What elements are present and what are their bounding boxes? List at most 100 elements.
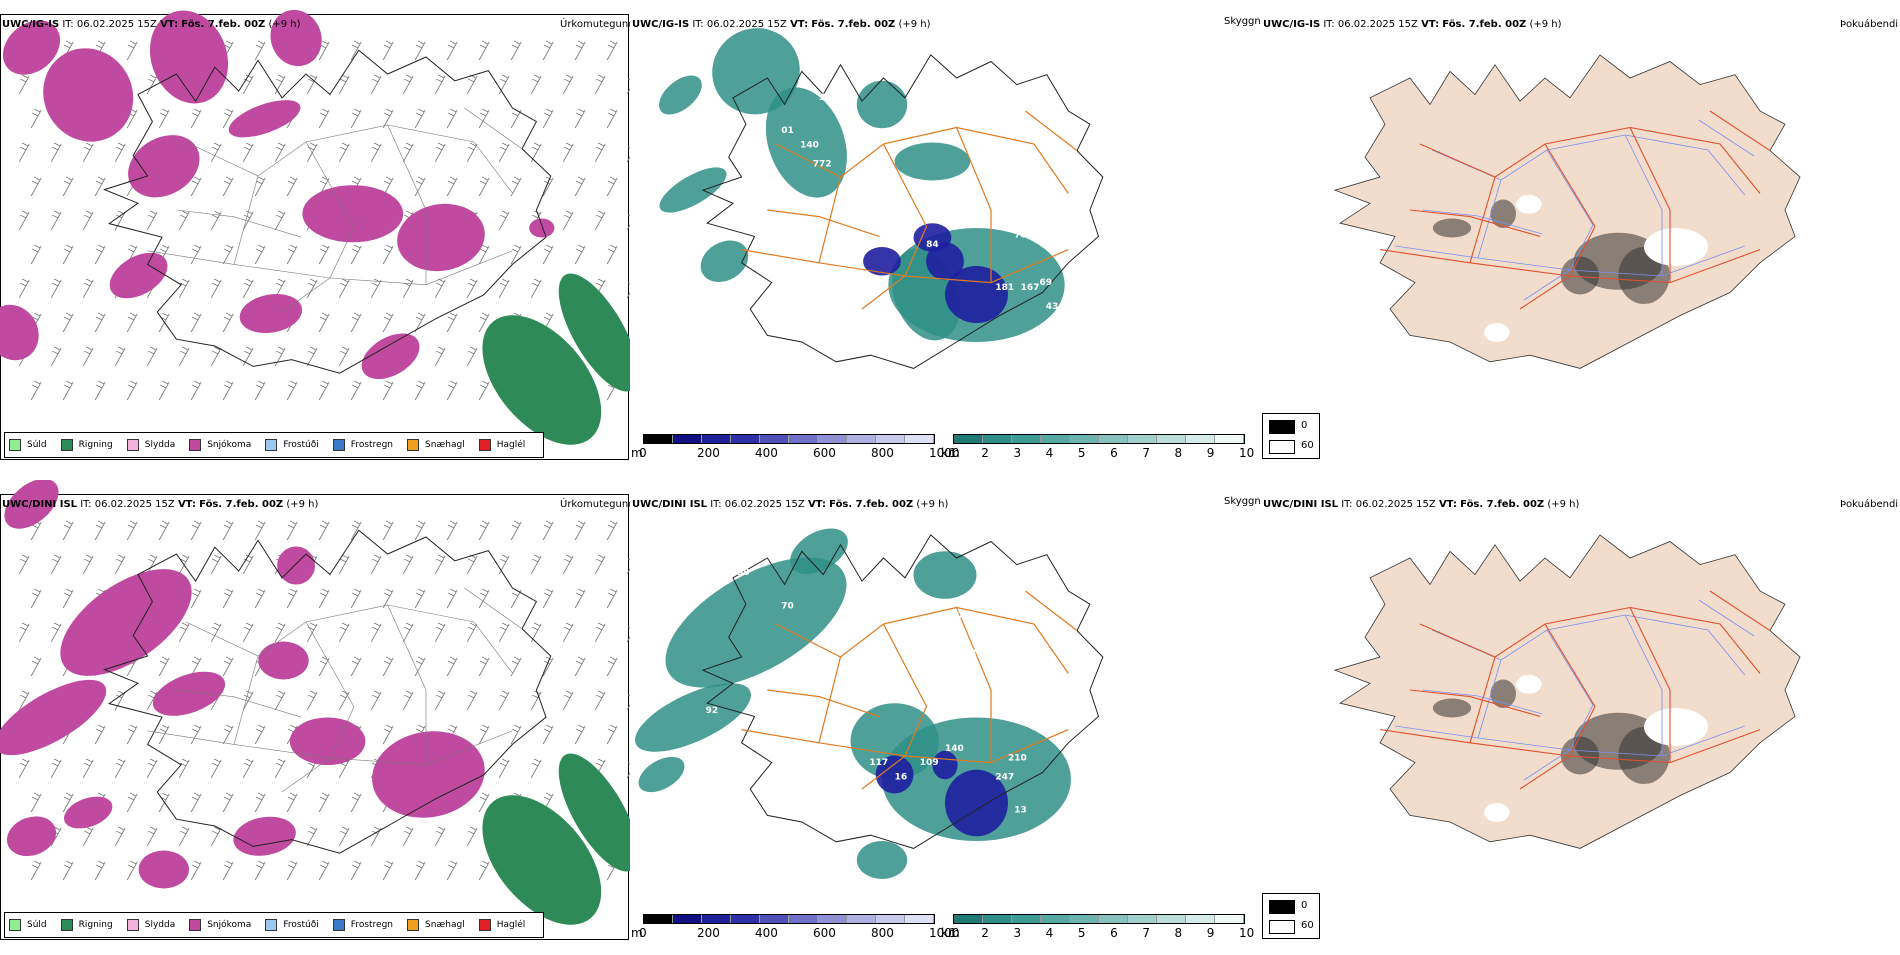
it-value: 06.02.2025 15Z: [1355, 499, 1436, 510]
panel-title: Þokuábendi: [1840, 499, 1899, 510]
colorbar-unit: km: [941, 446, 960, 460]
bottom-row: UWC/DINI ISL IT: 06.02.2025 15Z VT: Fös.…: [0, 480, 1900, 955]
value-label: 01: [781, 126, 794, 136]
colorbar-tick: 10: [1239, 926, 1255, 940]
colorbar-unit: m: [631, 446, 643, 460]
legend-item: Frostúði: [265, 919, 319, 931]
colorbar-tick: 7: [1142, 446, 1150, 460]
land-fill: [1333, 54, 1801, 369]
visibility-panel: 190 70 20 710 133 92 140 210 117 16 109 247 13 17 31 30…: [630, 480, 1260, 955]
roads: [741, 590, 1078, 790]
vt-value: Fös. 7.feb. 00Z: [1460, 499, 1545, 510]
vt-label: VT:: [1421, 19, 1440, 30]
value-label: 43: [1046, 302, 1059, 312]
colorbar-bar: [643, 434, 935, 444]
fog-panel: UWC/IG-IS IT: 06.02.2025 15Z VT: Fös. 7.…: [1260, 0, 1900, 475]
colorbar-unit: km: [941, 926, 960, 940]
roads: [1379, 590, 1771, 790]
fog-legend-white-label: 60: [1301, 920, 1314, 931]
colorbar-bar: [953, 434, 1245, 444]
it-label: IT:: [1323, 19, 1335, 30]
iceland-coastline: [701, 534, 1104, 849]
visibility-map: 306 01 140 772 64 81 84 78 181 167 69 43 61 93: [659, 28, 1104, 369]
value-label: 78: [1014, 231, 1027, 241]
panel-header: UWC/IG-IS IT: 06.02.2025 15Z VT: Fös. 7.…: [1263, 19, 1562, 30]
it-value: 06.02.2025 15Z: [1337, 19, 1418, 30]
it-value: 06.02.2025 15Z: [94, 499, 175, 510]
fog-legend-black: [1269, 420, 1295, 434]
it-label: IT:: [1341, 499, 1353, 510]
legend-label: Frostúði: [283, 440, 319, 450]
model-name: UWC/DINI ISL: [2, 499, 78, 510]
value-label: 17: [1084, 787, 1097, 797]
precip-map: [0, 9, 630, 445]
fog-areas: [1432, 674, 1708, 822]
colorbar-tick: 1: [949, 446, 957, 460]
legend-label: Súld: [27, 440, 47, 450]
colorbar-tick: 1000: [929, 926, 960, 940]
fog-legend-white: [1269, 920, 1295, 934]
colorbar-tick: 9: [1206, 926, 1215, 940]
model-name: UWC/IG-IS: [632, 19, 690, 30]
legend-swatch: [265, 919, 278, 931]
colorbar-tick: 7: [1142, 926, 1150, 940]
precip-legend: Súld Rigning Slydda Snjókoma Frostúði Frostre…: [4, 912, 545, 938]
lead-time: (+9 h): [286, 499, 319, 510]
visibility-map: 190 70 20 710 133 92 140 210 117 16 109 247 13 17 31 30…: [635, 528, 1166, 879]
value-label: 133: [958, 649, 977, 659]
it-label: IT:: [710, 499, 722, 510]
legend-label: Súld: [27, 920, 47, 930]
legend-label: Rigning: [78, 440, 113, 450]
vt-label: VT:: [160, 19, 179, 30]
colorbar-tick: 600: [813, 446, 836, 460]
legend-item: Rigning: [60, 919, 113, 931]
panel-title: Skyggni: [1224, 496, 1260, 507]
it-value: 06.02.2025 15Z: [706, 19, 787, 30]
it-label: IT:: [80, 499, 92, 510]
legend-label: Frostúði: [283, 920, 319, 930]
value-label: 103: [907, 848, 926, 858]
iceland-coastline: [102, 49, 552, 374]
fog-map: [1333, 534, 1801, 849]
legend-swatch: [60, 439, 73, 451]
legend-swatch: [9, 439, 21, 451]
value-label: 306: [1147, 739, 1166, 749]
fog-areas: [1432, 194, 1708, 342]
visibility-teal-areas: [635, 528, 1071, 879]
value-label: 13: [1014, 806, 1027, 816]
value-label: 81: [869, 240, 882, 250]
legend-label: Haglél: [496, 440, 526, 450]
legend-item: Súld: [9, 439, 47, 451]
panel-frame: [0, 14, 629, 460]
colorbar-tick: 5: [1077, 926, 1086, 940]
colorbar-bar: [953, 914, 1245, 924]
value-label: 92: [706, 706, 719, 716]
precip-type-panel: UWC/DINI ISL IT: 06.02.2025 15Z VT: Fös.…: [0, 480, 630, 955]
fog-legend: 0 60: [1262, 413, 1320, 459]
value-label: 16: [895, 772, 908, 782]
legend-item: Haglél: [478, 919, 525, 931]
panel-header: UWC/DINI ISL IT: 06.02.2025 15Z VT: Fös.…: [1263, 499, 1579, 510]
roads: [1379, 110, 1771, 310]
lead-time: (+9 h): [898, 19, 931, 30]
legend-label: Rigning: [78, 920, 113, 930]
value-label: 306: [819, 93, 838, 103]
lead-time: (+9 h): [1529, 19, 1562, 30]
colorbar-tick: 400: [755, 446, 778, 460]
panel-header: UWC/DINI ISL IT: 06.02.2025 15Z VT: Fös.…: [2, 499, 318, 510]
top-row: UWC/IG-IS IT: 06.02.2025 15Z VT: Fös. 7.…: [0, 0, 1900, 475]
legend-swatch: [478, 919, 491, 931]
legend-item: Snæhagl: [407, 919, 465, 931]
iceland-coastline: [701, 54, 1104, 369]
legend-item: Haglél: [478, 439, 526, 451]
iceland-coastline: [102, 529, 552, 854]
legend-swatch: [407, 919, 420, 931]
legend-item: Snjókoma: [189, 919, 251, 931]
vt-label: VT:: [807, 499, 826, 510]
legend-swatch: [332, 919, 345, 931]
lead-time: (+9 h): [916, 499, 949, 510]
fog-map: [1333, 54, 1801, 369]
colorbar-tick: 9: [1206, 446, 1215, 460]
fog-legend-black: [1269, 900, 1295, 914]
snow-areas: [0, 9, 555, 380]
